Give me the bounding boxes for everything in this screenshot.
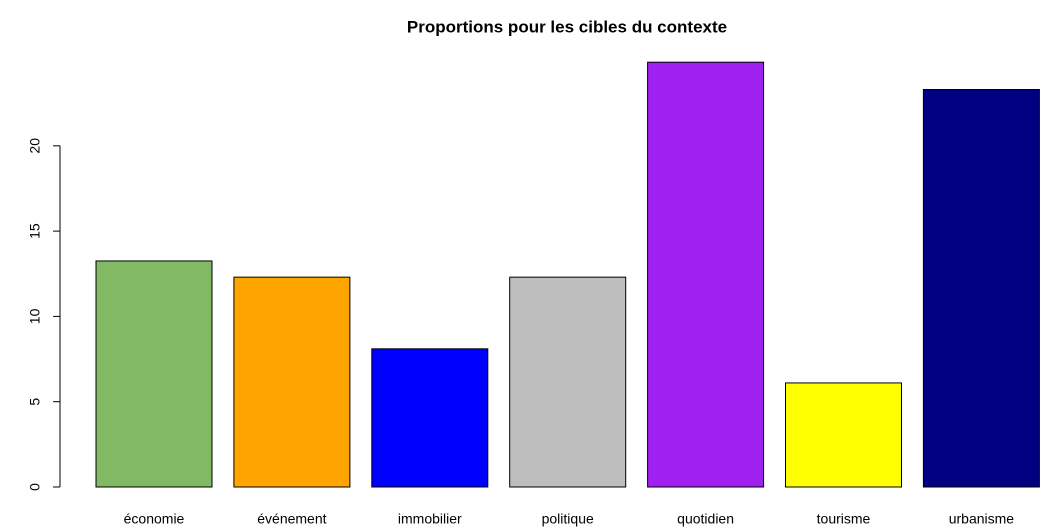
x-tick-label: politique xyxy=(542,511,594,527)
bar xyxy=(922,89,1040,488)
bar xyxy=(509,276,627,488)
bar xyxy=(233,276,351,488)
y-tick-label: 10 xyxy=(27,308,43,324)
x-tick-label: événement xyxy=(257,511,326,527)
x-tick-label: urbanisme xyxy=(949,511,1015,527)
bar xyxy=(371,348,489,488)
bar xyxy=(647,61,765,488)
y-tick-label: 5 xyxy=(27,398,43,406)
x-tick-label: tourisme xyxy=(817,511,871,527)
x-tick-label: quotidien xyxy=(677,511,734,527)
x-tick-label: immobilier xyxy=(398,511,462,527)
bar xyxy=(785,382,902,488)
x-tick-label: économie xyxy=(124,511,185,527)
bar xyxy=(95,260,213,488)
chart-title: Proportions pour les cibles du contexte xyxy=(407,17,727,36)
y-tick-label: 20 xyxy=(27,138,43,154)
y-tick-label: 15 xyxy=(27,223,43,239)
y-tick-label: 0 xyxy=(27,483,43,491)
